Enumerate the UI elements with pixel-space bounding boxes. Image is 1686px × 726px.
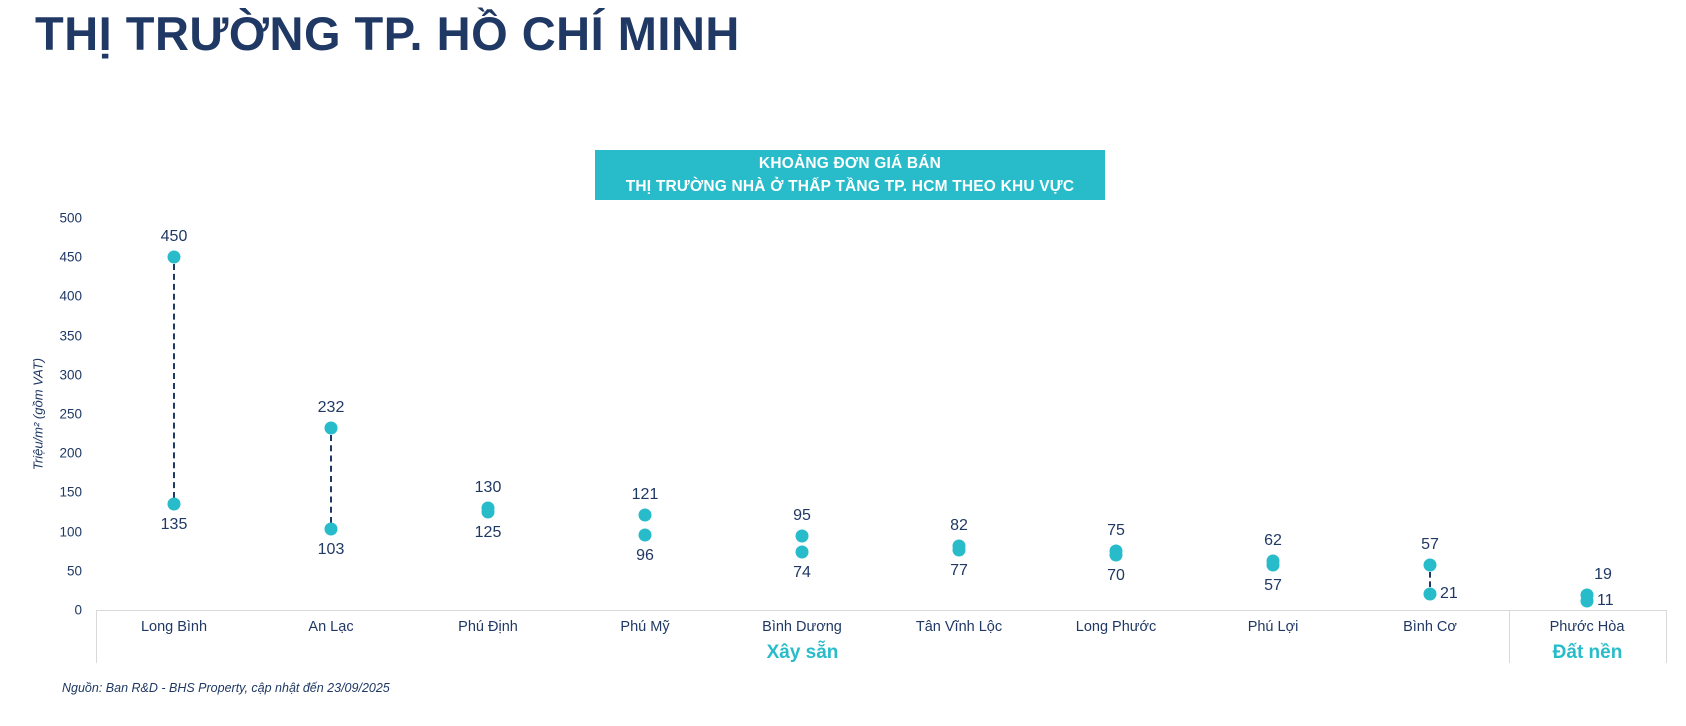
- category-label: Phú Mỹ: [620, 619, 670, 635]
- min-dot: [1266, 558, 1280, 572]
- max-dot: [1423, 558, 1437, 572]
- min-dot: [1580, 594, 1594, 608]
- min-value-label: 74: [793, 563, 811, 581]
- category-label: Long Phước: [1075, 619, 1157, 635]
- chart-title-box: KHOẢNG ĐƠN GIÁ BÁN THỊ TRƯỜNG NHÀ Ở THẤP…: [595, 150, 1105, 200]
- category-label: Tân Vĩnh Lộc: [915, 619, 1003, 635]
- group-divider: [1666, 610, 1667, 663]
- y-tick-label: 500: [59, 210, 82, 226]
- max-value-label: 19: [1594, 566, 1612, 584]
- y-tick-label: 100: [59, 524, 82, 540]
- category-label: Bình Dương: [762, 619, 842, 635]
- category-label: An Lạc: [308, 619, 354, 635]
- min-dot: [795, 545, 809, 559]
- min-value-label: 96: [636, 546, 654, 564]
- y-tick-label: 150: [59, 484, 82, 500]
- max-value-label: 82: [950, 516, 968, 534]
- category-label: Phú Định: [458, 619, 518, 635]
- min-value-label: 11: [1597, 592, 1614, 610]
- max-value-label: 95: [793, 506, 811, 524]
- group-divider: [96, 610, 97, 663]
- page-title: THỊ TRƯỜNG TP. HỒ CHÍ MINH: [35, 7, 740, 60]
- max-dot: [638, 508, 652, 522]
- max-dot: [324, 421, 338, 435]
- min-dot: [1109, 548, 1123, 562]
- group-divider: [1509, 610, 1510, 663]
- min-value-label: 125: [474, 524, 502, 541]
- max-value-label: 62: [1264, 532, 1282, 550]
- max-value-label: 450: [160, 228, 188, 246]
- y-tick-label: 300: [59, 367, 82, 383]
- min-value-label: 77: [950, 561, 968, 579]
- min-dot: [167, 497, 181, 511]
- category-label: Bình Cơ: [1403, 619, 1457, 635]
- min-value-label: 57: [1264, 577, 1282, 595]
- category-label: Long Bình: [140, 619, 208, 635]
- range-connector-line: [330, 434, 332, 523]
- max-dot: [167, 250, 181, 264]
- group-label: Xây sẵn: [766, 642, 839, 663]
- y-tick-label: 450: [59, 249, 82, 265]
- max-value-label: 130: [474, 479, 502, 497]
- y-tick-label: 250: [59, 406, 82, 422]
- min-dot: [638, 528, 652, 542]
- y-tick-label: 50: [66, 563, 82, 579]
- max-value-label: 121: [631, 486, 659, 504]
- category-label: Phước Hòa: [1549, 619, 1625, 635]
- x-axis-line: [96, 610, 1666, 611]
- min-dot: [952, 543, 966, 557]
- max-dot: [795, 529, 809, 543]
- y-tick-label: 200: [59, 445, 82, 461]
- category-label: Phú Lợi: [1247, 619, 1299, 635]
- max-value-label: 75: [1107, 522, 1125, 540]
- min-value-label: 70: [1107, 567, 1125, 585]
- max-value-label: 57: [1421, 536, 1439, 554]
- min-dot: [324, 522, 338, 536]
- min-value-label: 21: [1440, 584, 1458, 602]
- chart-title-line-1: KHOẢNG ĐƠN GIÁ BÁN: [758, 155, 942, 172]
- max-value-label: 232: [317, 399, 345, 417]
- range-connector-line: [173, 263, 175, 498]
- y-tick-label: 0: [74, 602, 82, 618]
- min-value-label: 135: [160, 516, 188, 534]
- group-label: Đất nền: [1552, 642, 1623, 663]
- y-tick-label: 400: [59, 288, 82, 304]
- chart-title-line-2: THỊ TRƯỜNG NHÀ Ở THẤP TẦNG TP. HCM THEO …: [625, 178, 1075, 195]
- min-dot: [1423, 587, 1437, 601]
- range-connector-line: [1429, 571, 1431, 588]
- min-value-label: 103: [317, 541, 345, 559]
- min-dot: [481, 505, 495, 519]
- source-note: Nguồn: Ban R&D - BHS Property, cập nhật …: [62, 681, 390, 695]
- y-tick-label: 350: [59, 328, 82, 344]
